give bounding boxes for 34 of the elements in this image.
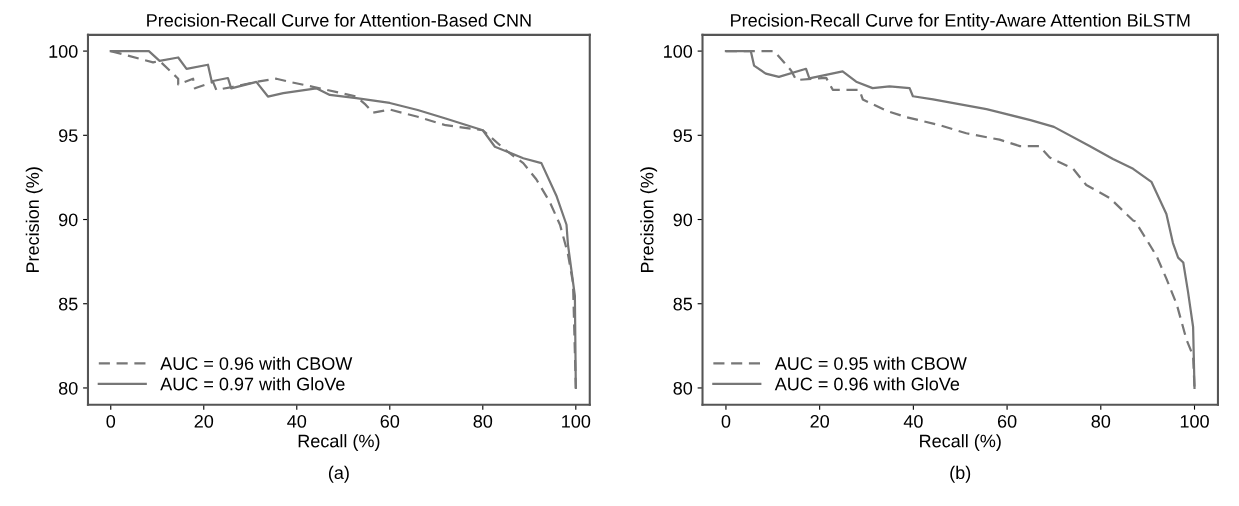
x-tick-label: 60: [380, 415, 400, 428]
x-tick-label: 0: [721, 415, 731, 428]
legend-label: AUC = 0.95 with CBOW: [774, 356, 967, 370]
text: (a): [328, 465, 349, 483]
y-axis-title: Precision (%): [640, 167, 658, 273]
x-tick-label: 80: [1091, 415, 1111, 428]
chart-title: Precision-Recall Curve for Entity-Aware Attention BiLSTM: [731, 13, 1190, 31]
y-tick-label: 85: [673, 297, 693, 311]
chart-title: Precision-Recall Curve for Attention-Based CNN: [147, 13, 531, 27]
y-tick-label: 80: [58, 381, 78, 395]
y-tick-label: 100: [664, 45, 693, 58]
legend-label: AUC = 0.96 with CBOW: [160, 356, 353, 370]
legend-label: AUC = 0.97 with GloVe: [160, 377, 345, 391]
x-tick-label: 40: [903, 415, 923, 428]
x-tick-label: 0: [106, 415, 116, 428]
x-axis-title: Recall (%): [920, 434, 1001, 451]
y-tick-label: 80: [673, 381, 693, 395]
x-tick-label: 20: [194, 415, 214, 428]
x-tick-label: 100: [1180, 415, 1209, 428]
x-tick-label: 80: [473, 415, 493, 428]
y-tick-label: 90: [673, 213, 693, 227]
y-tick-label: 95: [673, 129, 693, 143]
x-tick-label: 100: [562, 415, 591, 428]
y-tick-label: 90: [59, 213, 78, 227]
y-axis-title: Precision (%): [25, 167, 43, 273]
x-axis-title: Recall (%): [298, 434, 380, 451]
y-tick-label: 85: [58, 297, 78, 311]
y-tick-label: 95: [59, 129, 78, 143]
text: (b): [950, 465, 971, 483]
y-tick-label: 100: [49, 45, 78, 58]
x-tick-label: 60: [997, 415, 1017, 428]
legend-label: AUC = 0.96 with GloVe: [774, 377, 960, 391]
x-tick-label: 20: [810, 415, 829, 428]
x-tick-label: 40: [287, 415, 307, 428]
